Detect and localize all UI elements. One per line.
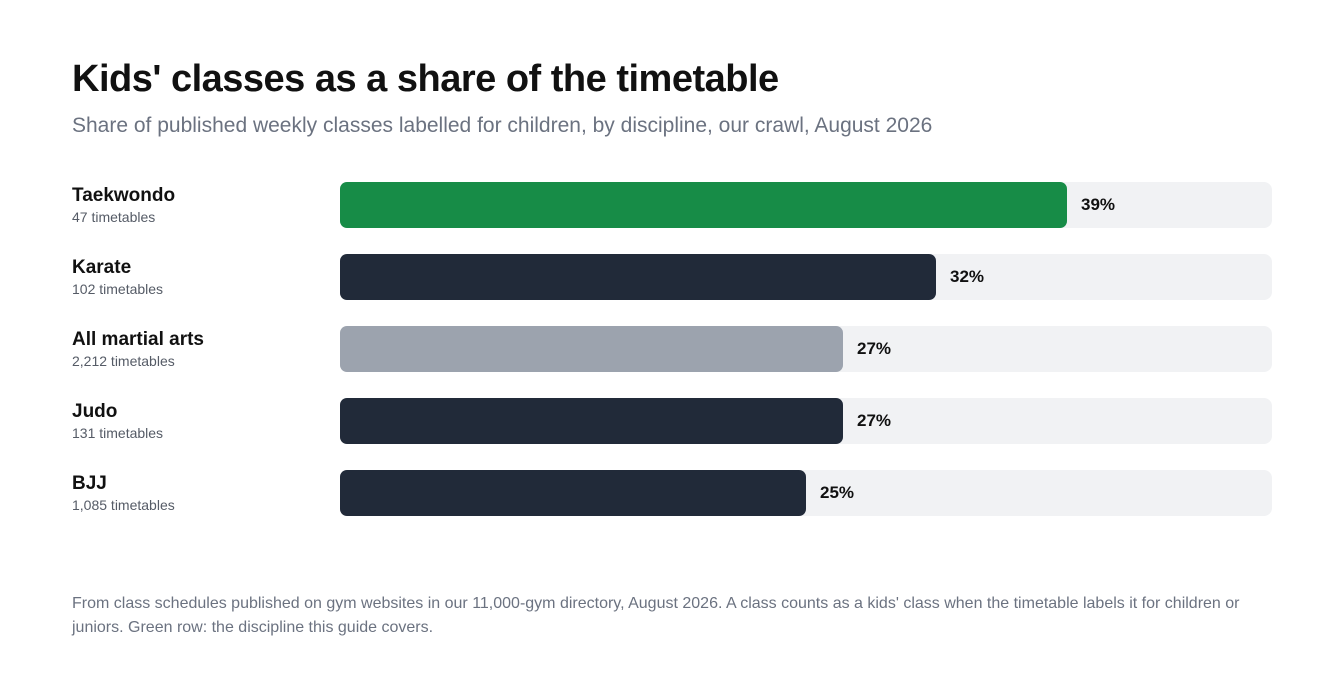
bar-track: 32% [340,254,1272,300]
bar-track: 27% [340,398,1272,444]
bar-row: Judo 131 timetables 27% [72,398,1272,444]
category-count: 2,212 timetables [72,353,175,369]
chart-title: Kids' classes as a share of the timetabl… [72,58,779,100]
chart-subtitle: Share of published weekly classes labell… [72,114,933,137]
value-label: 32% [950,267,985,286]
bar [340,254,936,300]
category-count: 47 timetables [72,209,156,225]
bar-label: Karate 102 timetables [72,256,332,298]
category-name: Karate [72,257,132,278]
category-count: 102 timetables [72,281,164,297]
category-name: BJJ [72,473,107,494]
category-name: Taekwondo [72,185,176,206]
value-label: 39% [1081,195,1116,214]
value-label: 27% [857,339,892,358]
bar-row: Taekwondo 47 timetables 39% [72,182,1272,228]
bar [340,326,843,372]
category-name: All martial arts [72,329,204,350]
bar-row: Karate 102 timetables 32% [72,254,1272,300]
bar-label: All martial arts 2,212 timetables [72,328,332,370]
footnote: From class schedules published on gym we… [72,595,1240,636]
bar [340,398,843,444]
bar-track: 25% [340,470,1272,516]
bar-label: Taekwondo 47 timetables [72,184,332,226]
bar-track: 27% [340,326,1272,372]
bar-row: BJJ 1,085 timetables 25% [72,470,1272,516]
value-label: 25% [820,483,855,502]
bar-row: All martial arts 2,212 timetables 27% [72,326,1272,372]
bar-chart: Taekwondo 47 timetables 39% Karate 102 timet… [72,182,1272,542]
bar-track: 39% [340,182,1272,228]
bar-label: BJJ 1,085 timetables [72,472,332,514]
category-count: 131 timetables [72,425,164,441]
value-label: 27% [857,411,892,430]
bar [340,182,1067,228]
bar [340,470,806,516]
category-count: 1,085 timetables [72,497,175,513]
category-name: Judo [72,401,118,422]
bar-label: Judo 131 timetables [72,400,332,442]
